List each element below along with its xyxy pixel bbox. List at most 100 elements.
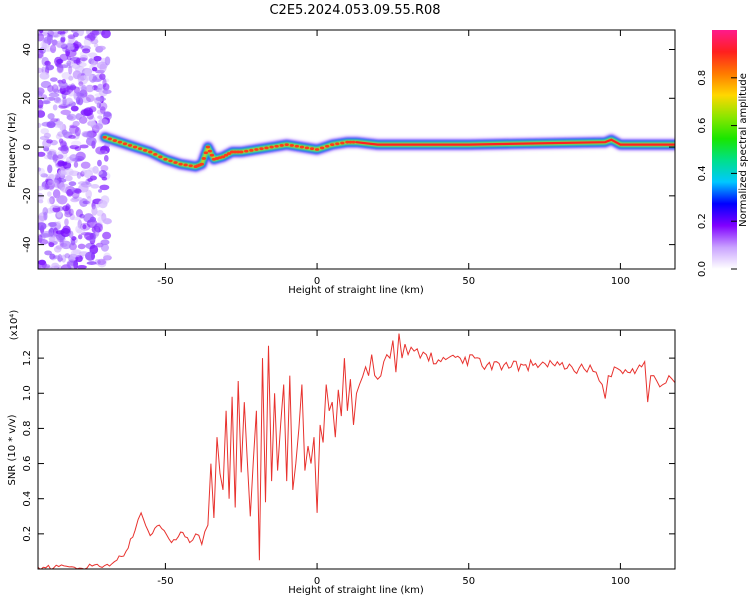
- noise-blob: [66, 204, 72, 209]
- noise-blob: [52, 39, 58, 46]
- noise-blob: [101, 212, 107, 222]
- noise-blob: [47, 191, 52, 197]
- spectral-peak-dot: [249, 148, 254, 152]
- noise-blob: [78, 81, 84, 87]
- noise-blob: [92, 123, 103, 131]
- spectrogram-y-axis-label: Frequency (Hz): [7, 112, 18, 188]
- noise-blob: [102, 89, 112, 95]
- noise-blob: [77, 243, 86, 250]
- noise-blob: [59, 122, 65, 132]
- snr-y-tick-label: 0.8: [22, 420, 33, 436]
- noise-blob: [47, 113, 55, 120]
- noise-blob: [75, 209, 84, 218]
- noise-blob: [55, 244, 63, 250]
- noise-blob: [72, 70, 82, 80]
- noise-blob: [68, 125, 79, 134]
- noise-blob: [66, 49, 77, 58]
- noise-blob: [100, 243, 110, 252]
- spectral-peak-dot: [158, 155, 163, 159]
- noise-blob: [38, 167, 45, 176]
- noise-blob: [60, 144, 69, 155]
- spectral-peak-dot: [264, 146, 269, 150]
- noise-blob: [56, 150, 68, 160]
- noise-blob: [77, 234, 83, 240]
- noise-blob: [81, 96, 91, 104]
- noise-blob: [42, 207, 49, 216]
- spectral-peak-dot: [220, 155, 226, 159]
- noise-blob: [97, 260, 107, 268]
- noise-blob: [71, 189, 80, 199]
- noise-blob: [70, 197, 80, 203]
- noise-blob: [74, 146, 82, 152]
- noise-blob: [87, 178, 93, 182]
- noise-blob: [62, 96, 67, 106]
- noise-blob: [68, 208, 74, 216]
- noise-blob: [80, 181, 92, 188]
- spectral-peak-dot: [232, 150, 238, 154]
- noise-blob: [48, 85, 55, 94]
- noise-blob: [89, 244, 99, 255]
- spectral-ridge-core: [355, 138, 675, 146]
- noise-blob: [93, 43, 99, 48]
- noise-blob: [85, 84, 95, 93]
- noise-blob: [68, 65, 73, 75]
- noise-blob: [41, 230, 52, 237]
- spectral-peak-dot: [340, 141, 345, 145]
- noise-blob: [100, 239, 110, 246]
- noise-blob: [67, 90, 75, 97]
- noise-blob: [49, 235, 60, 244]
- noise-blob: [96, 109, 106, 115]
- spectrogram-x-tick-label: -50: [157, 276, 173, 287]
- noise-blob: [74, 188, 82, 194]
- snr-y-tick-label: 1.2: [22, 350, 33, 366]
- noise-blob: [79, 144, 89, 149]
- noise-blob: [64, 253, 70, 259]
- noise-blob: [83, 107, 94, 117]
- noise-blob: [56, 161, 67, 168]
- noise-blob: [62, 225, 71, 235]
- noise-blob: [61, 79, 67, 84]
- spectral-peak-dot: [309, 147, 315, 151]
- noise-blob: [64, 218, 69, 226]
- noise-blob: [43, 132, 51, 139]
- spectral-peak-dot: [201, 157, 207, 160]
- noise-blob: [74, 126, 81, 137]
- spectral-peak-dot: [314, 148, 320, 151]
- spectrogram-x-tick-label: 100: [611, 276, 630, 287]
- spectral-peak-dot: [203, 151, 209, 155]
- noise-blob: [71, 216, 81, 221]
- spectrogram-y-tick-label: 40: [22, 43, 33, 56]
- snr-y-tick-label: 0.2: [22, 526, 33, 542]
- noise-blob: [90, 59, 96, 68]
- spectral-peak-dot: [229, 150, 235, 154]
- noise-blob: [82, 48, 91, 54]
- spectral-peak-dot: [112, 139, 118, 142]
- noise-blob: [61, 254, 67, 263]
- noise-blob: [97, 258, 107, 266]
- noise-blob: [50, 118, 59, 122]
- noise-blob: [60, 186, 67, 193]
- noise-blob: [55, 173, 60, 179]
- spectral-peak-dot: [127, 144, 133, 147]
- noise-blob: [53, 96, 62, 104]
- spectrogram-panel: -50 0 50 100 -40 -20 0 20 40 Height of straight…: [7, 29, 676, 296]
- noise-blob: [51, 204, 60, 209]
- noise-blob: [38, 185, 45, 191]
- noise-blob: [83, 73, 94, 81]
- spectral-peak-dot: [274, 144, 279, 148]
- noise-blob: [60, 264, 72, 269]
- snr-x-tick-label: 100: [611, 576, 630, 587]
- noise-blob: [76, 229, 82, 234]
- snr-y-ticks: 0.2 0.4 0.6 0.8 1.0 1.2: [22, 350, 675, 542]
- noise-blob: [58, 104, 68, 109]
- snr-y-tick-label: 0.4: [22, 491, 33, 507]
- noise-blob: [38, 110, 46, 118]
- snr-background: [38, 330, 675, 569]
- noise-blob: [47, 85, 54, 92]
- noise-blob: [53, 227, 59, 237]
- noise-blob: [38, 222, 47, 231]
- noise-blob: [79, 198, 89, 207]
- spectral-peak-dot: [142, 148, 148, 152]
- spectral-peak-dot: [269, 145, 274, 149]
